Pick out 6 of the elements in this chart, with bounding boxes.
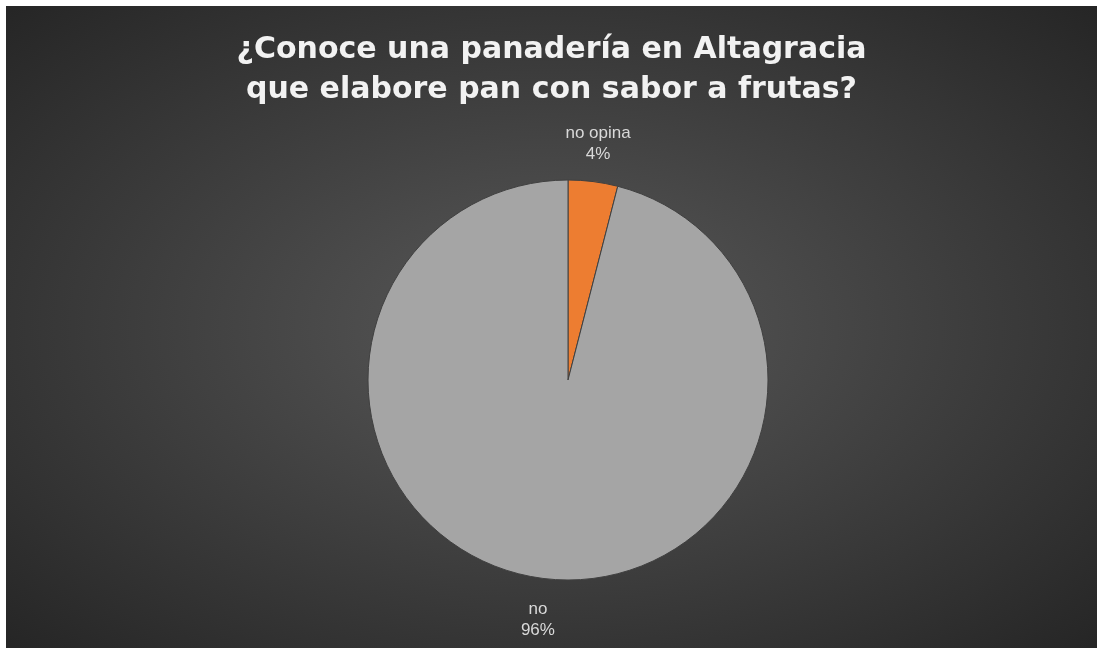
data-label: 96%: [520, 620, 555, 640]
slice-label: no: [528, 599, 548, 619]
chart-title: ¿Conoce una panadería en Altagracia que elabore pan con sabor a frutas?: [236, 30, 867, 105]
slice-label: no opina: [565, 122, 632, 142]
data-label: 4%: [585, 143, 611, 163]
pie-slice: [367, 179, 769, 581]
